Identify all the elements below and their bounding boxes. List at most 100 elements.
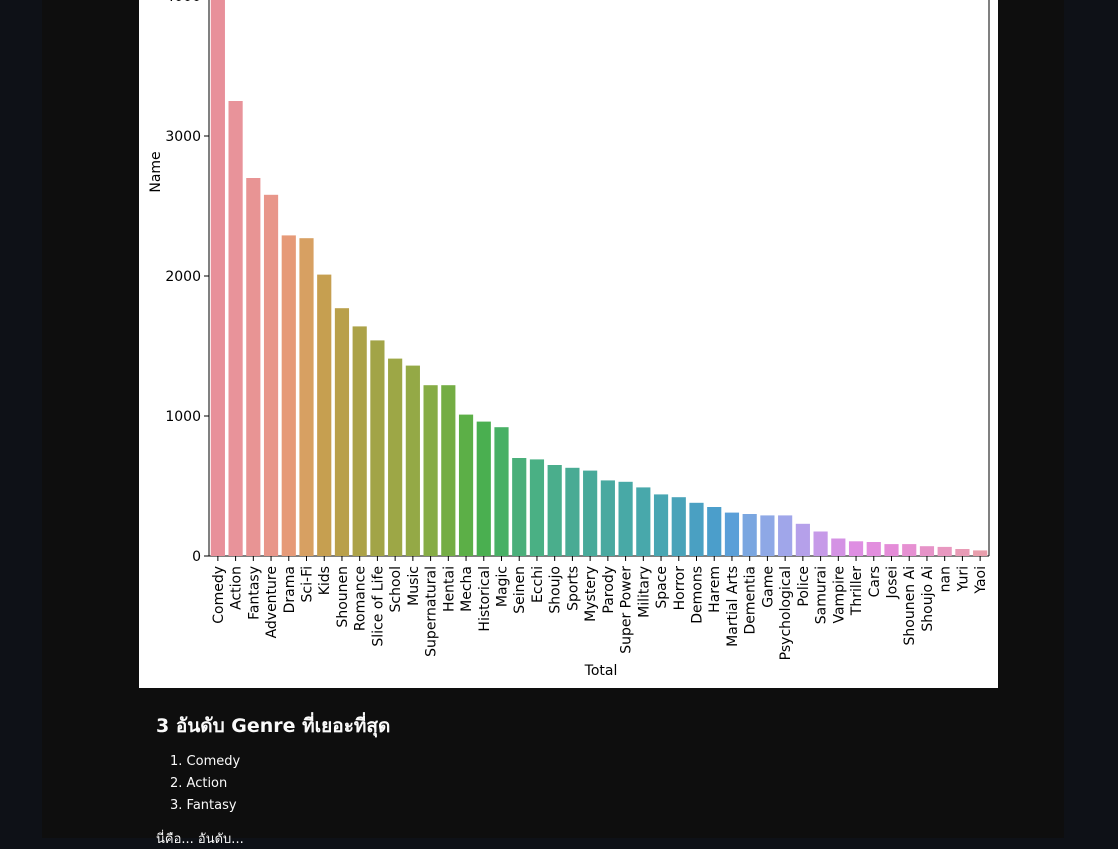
- x-tick-label: School: [388, 566, 404, 612]
- bar-38: [884, 544, 899, 556]
- x-tick-label: Sports: [565, 566, 581, 611]
- x-tick-label: Historical: [477, 566, 493, 632]
- bar-6: [317, 274, 332, 556]
- x-tick-label: Police: [796, 566, 812, 607]
- x-tick-label: Fantasy: [246, 566, 262, 620]
- x-tick-label: Yuri: [955, 566, 971, 592]
- bar-27: [689, 502, 704, 556]
- bar-29: [724, 512, 740, 556]
- truncated-paragraph: นี่คือ... อันดับ...: [156, 832, 244, 847]
- y-axis-label: Name: [148, 151, 164, 192]
- x-tick-label: Seinen: [512, 566, 528, 614]
- bar-10: [388, 358, 403, 556]
- x-tick-label: Kids: [317, 566, 333, 595]
- bar-31: [760, 515, 775, 556]
- list-item: 1. Comedy: [170, 754, 241, 769]
- bar-36: [848, 541, 864, 556]
- x-tick-label: Magic: [495, 566, 511, 607]
- genre-bar-chart: Comedy Action Fantasy Adventure Drama Sci-Fi K…: [139, 0, 998, 688]
- bar-39: [902, 544, 917, 556]
- bar-13: [441, 385, 456, 556]
- x-tick-label: Military: [636, 566, 652, 618]
- x-tick-label: Super Power: [619, 566, 635, 654]
- x-axis-label: Total: [584, 663, 618, 679]
- x-tick-label: Comedy: [211, 566, 227, 624]
- x-tick-label: Romance: [353, 566, 369, 631]
- bar-16: [494, 427, 509, 556]
- x-tick-label: Yaoi: [973, 566, 989, 595]
- bar-8: [352, 326, 367, 556]
- y-tick-label: 3000: [165, 129, 201, 145]
- bar-20: [565, 467, 580, 556]
- list-item: 3. Fantasy: [170, 798, 237, 813]
- bar-1: [228, 101, 243, 556]
- bar-41: [937, 546, 952, 556]
- bar-26: [671, 497, 686, 556]
- x-tick-label: Shounen: [335, 566, 351, 628]
- bar-19: [547, 465, 562, 556]
- x-tick-label: Vampire: [831, 566, 847, 624]
- y-tick-label: 4000: [165, 0, 201, 5]
- x-tick-label: Samurai: [814, 566, 830, 624]
- x-tick-label: Shoujo Ai: [920, 566, 936, 632]
- x-tick-label: Ecchi: [530, 566, 546, 603]
- bar-34: [813, 531, 828, 556]
- bar-42: [955, 549, 970, 556]
- bar-12: [423, 385, 438, 556]
- bar-28: [707, 507, 722, 556]
- x-tick-label: Adventure: [264, 566, 280, 638]
- bar-2: [246, 178, 261, 556]
- x-tick-label: Shoujo: [548, 566, 564, 614]
- list-item: 2. Action: [170, 776, 228, 791]
- bar-37: [866, 542, 881, 556]
- bar-0: [210, 0, 225, 556]
- x-tick-label: Slice of Life: [370, 566, 386, 647]
- x-tick-label: Supernatural: [424, 566, 440, 657]
- bar-11: [405, 365, 420, 556]
- x-tick-label: Mecha: [459, 566, 475, 612]
- x-tick-label: Sci-Fi: [300, 566, 316, 602]
- bar-3: [263, 194, 279, 557]
- bar-43: [973, 550, 988, 556]
- bar-32: [778, 515, 793, 556]
- bar-17: [512, 458, 527, 556]
- x-tick-label: Psychological: [778, 566, 794, 660]
- x-tick-label: Music: [406, 566, 422, 606]
- bar-21: [583, 470, 598, 556]
- x-tick-label: Action: [229, 566, 245, 610]
- x-tick-label: Shounen Ai: [902, 566, 918, 645]
- x-tick-label: Parody: [601, 566, 617, 614]
- y-tick-label: 0: [192, 549, 201, 565]
- x-tick-label: nan: [938, 566, 954, 592]
- bar-7: [334, 308, 350, 556]
- bar-35: [831, 538, 846, 556]
- bar-18: [529, 459, 545, 556]
- bar-15: [476, 421, 491, 556]
- x-tick-label: Hentai: [441, 566, 457, 612]
- y-tick-label: 1000: [165, 409, 201, 425]
- x-tick-labels: Comedy Action Fantasy Adventure Drama Sci-Fi K…: [211, 556, 989, 660]
- x-tick-label: Cars: [867, 566, 883, 597]
- top-genres-heading: 3 อันดับ Genre ที่เยอะที่สุด: [156, 715, 391, 737]
- x-tick-label: Thriller: [849, 566, 865, 616]
- x-tick-label: Drama: [282, 566, 298, 613]
- y-tick-label: 2000: [165, 269, 201, 285]
- bar-14: [458, 414, 474, 556]
- chart-svg: Comedy Action Fantasy Adventure Drama Sci-Fi K…: [148, 0, 990, 679]
- bar-25: [653, 494, 669, 556]
- x-tick-label: Space: [654, 566, 670, 609]
- x-tick-label: Martial Arts: [725, 566, 741, 647]
- x-tick-label: Game: [760, 566, 776, 608]
- x-tick-label: Mystery: [583, 566, 599, 622]
- x-tick-label: Josei: [885, 566, 901, 600]
- x-tick-label: Horror: [672, 566, 688, 611]
- top-genres-list: 1. Comedy 2. Action 3. Fantasy: [170, 753, 240, 819]
- y-tick-labels: 0 1000 2000 3000 4000: [165, 0, 209, 565]
- bar-30: [742, 514, 757, 556]
- bar-23: [618, 481, 633, 556]
- bar-4: [281, 235, 296, 556]
- x-tick-label: Demons: [690, 566, 706, 624]
- bar-9: [370, 340, 385, 556]
- chart-bars: [210, 0, 988, 557]
- bar-22: [600, 480, 615, 556]
